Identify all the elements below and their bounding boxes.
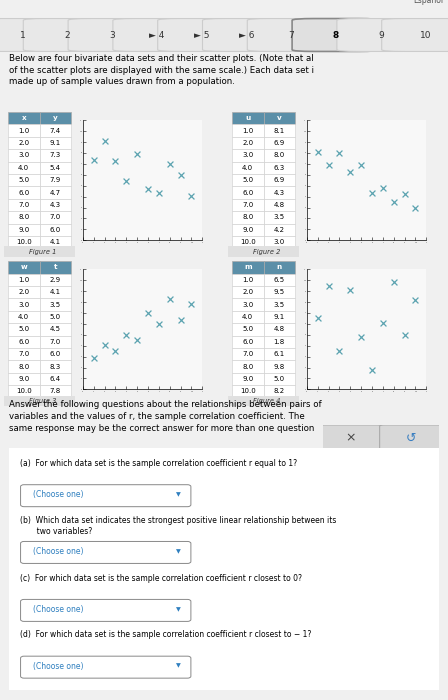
- Point: [336, 147, 343, 158]
- Text: Below are four bivariate data sets and their scatter plots. (Note that al
of the: Below are four bivariate data sets and t…: [9, 54, 314, 87]
- Text: 3: 3: [109, 31, 115, 39]
- Point: [112, 155, 119, 166]
- Text: ▼: ▼: [177, 492, 181, 497]
- Point: [177, 314, 184, 325]
- Point: [155, 188, 163, 199]
- Text: Figure 2: Figure 2: [253, 249, 280, 255]
- Text: 1: 1: [20, 31, 25, 39]
- Point: [90, 154, 97, 165]
- Point: [412, 202, 419, 213]
- FancyBboxPatch shape: [228, 246, 298, 257]
- Text: (d)  For which data set is the sample correlation coefficient r closest to − 1?: (d) For which data set is the sample cor…: [20, 630, 311, 639]
- Text: 7: 7: [289, 31, 294, 39]
- Text: (b)  Which data set indicates the strongest positive linear relationship between: (b) Which data set indicates the stronge…: [20, 516, 336, 536]
- Point: [358, 160, 365, 171]
- Text: Figure 4: Figure 4: [253, 398, 280, 404]
- FancyBboxPatch shape: [337, 18, 425, 52]
- Point: [390, 197, 397, 208]
- Text: ► 5: ► 5: [194, 31, 209, 39]
- FancyBboxPatch shape: [21, 656, 191, 678]
- FancyBboxPatch shape: [4, 395, 74, 406]
- FancyBboxPatch shape: [202, 18, 290, 52]
- Text: Español: Español: [414, 0, 444, 5]
- FancyBboxPatch shape: [292, 18, 380, 52]
- Point: [123, 176, 130, 187]
- Point: [401, 329, 408, 340]
- Text: Figure 1: Figure 1: [29, 249, 56, 255]
- Point: [101, 135, 108, 146]
- FancyBboxPatch shape: [319, 425, 382, 452]
- Point: [390, 276, 397, 288]
- Point: [358, 331, 365, 342]
- Point: [177, 169, 184, 181]
- Point: [188, 190, 195, 201]
- Point: [123, 329, 130, 340]
- FancyBboxPatch shape: [247, 18, 335, 52]
- Point: [166, 293, 173, 304]
- Text: (Choose one): (Choose one): [33, 605, 83, 614]
- Text: Figure 3: Figure 3: [29, 398, 56, 404]
- Text: ▼: ▼: [177, 664, 181, 668]
- Point: [347, 166, 354, 177]
- FancyBboxPatch shape: [228, 395, 298, 406]
- FancyBboxPatch shape: [21, 484, 191, 507]
- Point: [368, 364, 375, 375]
- FancyBboxPatch shape: [68, 18, 156, 52]
- Text: (c)  For which data set is the sample correlation coefficient r closest to 0?: (c) For which data set is the sample cor…: [20, 573, 302, 582]
- FancyBboxPatch shape: [4, 246, 74, 257]
- FancyBboxPatch shape: [382, 18, 448, 52]
- Point: [314, 146, 321, 158]
- Text: ↺: ↺: [406, 432, 416, 444]
- Text: (Choose one): (Choose one): [33, 662, 83, 671]
- Text: (Choose one): (Choose one): [33, 490, 83, 499]
- Point: [90, 352, 97, 363]
- Point: [347, 284, 354, 295]
- FancyBboxPatch shape: [23, 18, 111, 52]
- FancyBboxPatch shape: [113, 18, 201, 52]
- Point: [379, 317, 387, 328]
- Point: [166, 158, 173, 169]
- Point: [112, 346, 119, 357]
- FancyBboxPatch shape: [4, 446, 444, 692]
- Text: ▼: ▼: [177, 549, 181, 554]
- Point: [401, 189, 408, 200]
- Point: [101, 339, 108, 350]
- Point: [336, 346, 343, 357]
- Text: ×: ×: [345, 432, 356, 444]
- FancyBboxPatch shape: [379, 425, 443, 452]
- Text: 2: 2: [65, 31, 70, 39]
- Point: [144, 183, 151, 195]
- Text: 9: 9: [378, 31, 383, 39]
- Text: ► 6: ► 6: [239, 31, 254, 39]
- Text: ▼: ▼: [177, 607, 181, 612]
- Text: 8: 8: [333, 31, 339, 39]
- Point: [314, 313, 321, 324]
- Point: [412, 294, 419, 305]
- Point: [155, 318, 163, 330]
- Text: (Choose one): (Choose one): [33, 547, 83, 556]
- Point: [325, 280, 332, 291]
- Text: (a)  For which data set is the sample correlation coefficient r equal to 1?: (a) For which data set is the sample cor…: [20, 459, 297, 468]
- FancyBboxPatch shape: [0, 18, 66, 52]
- Point: [325, 160, 332, 171]
- FancyBboxPatch shape: [21, 599, 191, 622]
- Point: [188, 299, 195, 310]
- Point: [134, 335, 141, 346]
- FancyBboxPatch shape: [158, 18, 246, 52]
- Point: [144, 307, 151, 318]
- Text: ► 4: ► 4: [149, 31, 164, 39]
- FancyBboxPatch shape: [21, 542, 191, 564]
- Text: Answer the following questions about the relationships between pairs of
variable: Answer the following questions about the…: [9, 400, 322, 433]
- Point: [379, 182, 387, 193]
- Text: 10: 10: [420, 31, 431, 39]
- Point: [368, 188, 375, 199]
- Point: [134, 148, 141, 160]
